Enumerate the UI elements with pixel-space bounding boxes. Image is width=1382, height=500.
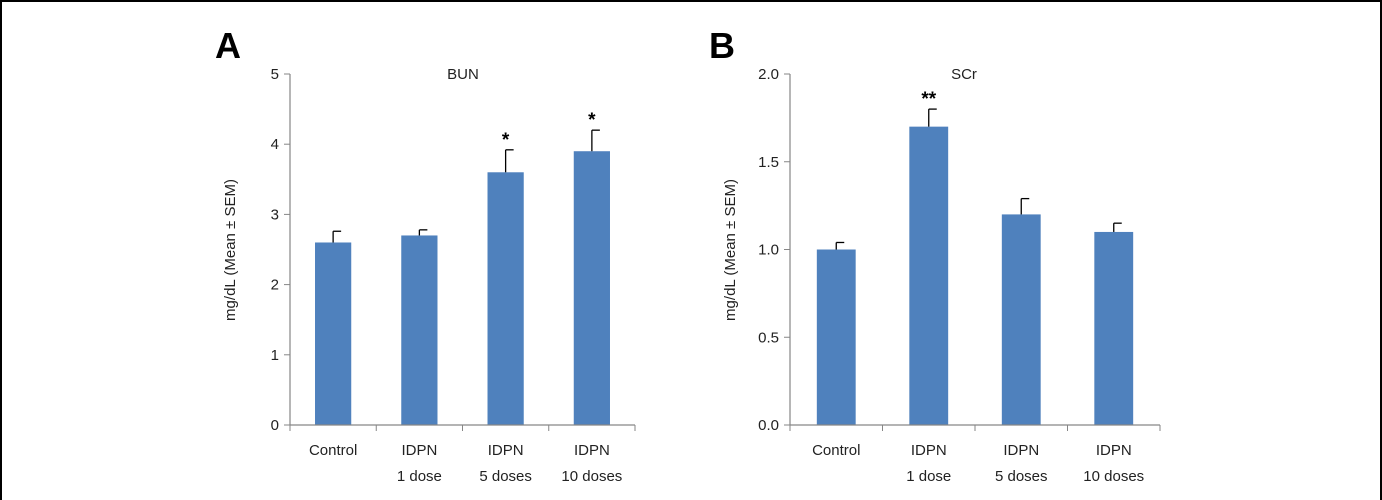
panel-a-title: BUN — [447, 66, 479, 83]
panel-a-y-axis-label: mg/dL (Mean ± SEM) — [222, 179, 239, 321]
panel-b-y-tick-label: 0.5 — [758, 329, 779, 346]
panel-a-y-tick-label: 2 — [271, 277, 279, 294]
panel-a-bar — [401, 235, 438, 425]
panel-b-x-tick-label: Control — [812, 442, 860, 459]
panel-a-x-tick-label: IDPN — [401, 442, 437, 459]
panel-b-letter: B — [709, 25, 735, 66]
panel-a-x-tick-label: 1 dose — [397, 468, 442, 485]
panel-b-x-tick-label: 5 doses — [995, 468, 1048, 485]
panel-b-bars — [816, 126, 1134, 426]
panel-a-x-tick-label: 10 doses — [561, 468, 622, 485]
panel-b-x-tick-label: IDPN — [1003, 442, 1039, 459]
panel-b-y-tick-label: 1.5 — [758, 154, 779, 171]
panel-a-error-bars — [332, 129, 600, 243]
panel-b-significance-marks: ** — [921, 89, 936, 110]
panel-a-bar — [487, 172, 524, 425]
panel-b-bar — [909, 126, 949, 426]
panel-a-y-tick-label: 3 — [271, 206, 279, 223]
panel-b-significance-mark: ** — [921, 89, 936, 110]
panel-a-x-tick-label: 5 doses — [479, 468, 532, 485]
panel-b-x-tick-label: IDPN — [1096, 442, 1132, 459]
panel-b-bar — [1001, 214, 1041, 425]
panel-a-x-tick-label: IDPN — [488, 442, 524, 459]
panel-b-y-tick-label: 1.0 — [758, 242, 779, 259]
panel-b-error-bars — [835, 108, 1122, 250]
panel-a-significance-mark: * — [502, 130, 510, 151]
panel-a-bars — [315, 151, 610, 425]
panel-a-y-tick-label: 4 — [271, 136, 279, 153]
panel-a-bar — [315, 242, 352, 425]
panel-b-y-ticks: 0.0 0.5 1.0 1.5 2.0 — [758, 66, 790, 434]
panel-b-x-tick-label: 10 doses — [1083, 468, 1144, 485]
panel-a-significance-marks: ** — [502, 110, 596, 151]
panel-b-y-tick-label: 0.0 — [758, 417, 779, 434]
panel-a-letter: A — [215, 25, 241, 66]
panel-b-axes — [789, 74, 1161, 431]
panel-a-bar — [573, 151, 610, 425]
panel-a-y-tick-label: 5 — [271, 66, 279, 83]
panel-b-y-axis-label: mg/dL (Mean ± SEM) — [722, 179, 739, 321]
panel-b-title: SCr — [951, 66, 977, 83]
panel-a-y-tick-label: 1 — [271, 347, 279, 364]
panel-a-significance-mark: * — [588, 110, 596, 131]
panel-b-x-tick-label: IDPN — [911, 442, 947, 459]
panel-b-x-labels: Control IDPN 1 dose IDPN 5 doses IDPN 10 doses — [812, 442, 1144, 485]
panel-b-bar — [1094, 231, 1134, 425]
panel-a-x-tick-label: Control — [309, 442, 357, 459]
panel-b-scr-chart: B SCr mg/dL (Mean ± SEM) 0.0 0.5 1.0 1.5 2.0… — [709, 25, 1161, 485]
panel-a-y-tick-label: 0 — [271, 417, 279, 434]
panel-a-y-ticks: 0 1 2 3 4 5 — [271, 66, 290, 434]
panel-b-x-tick-label: 1 dose — [906, 468, 951, 485]
panel-a-x-labels: Control IDPN 1 dose IDPN 5 doses IDPN 10 doses — [309, 442, 622, 485]
panel-b-y-tick-label: 2.0 — [758, 66, 779, 83]
panel-b-bar — [816, 249, 856, 425]
panel-a-x-tick-label: IDPN — [574, 442, 610, 459]
panel-a-axes — [289, 74, 636, 431]
